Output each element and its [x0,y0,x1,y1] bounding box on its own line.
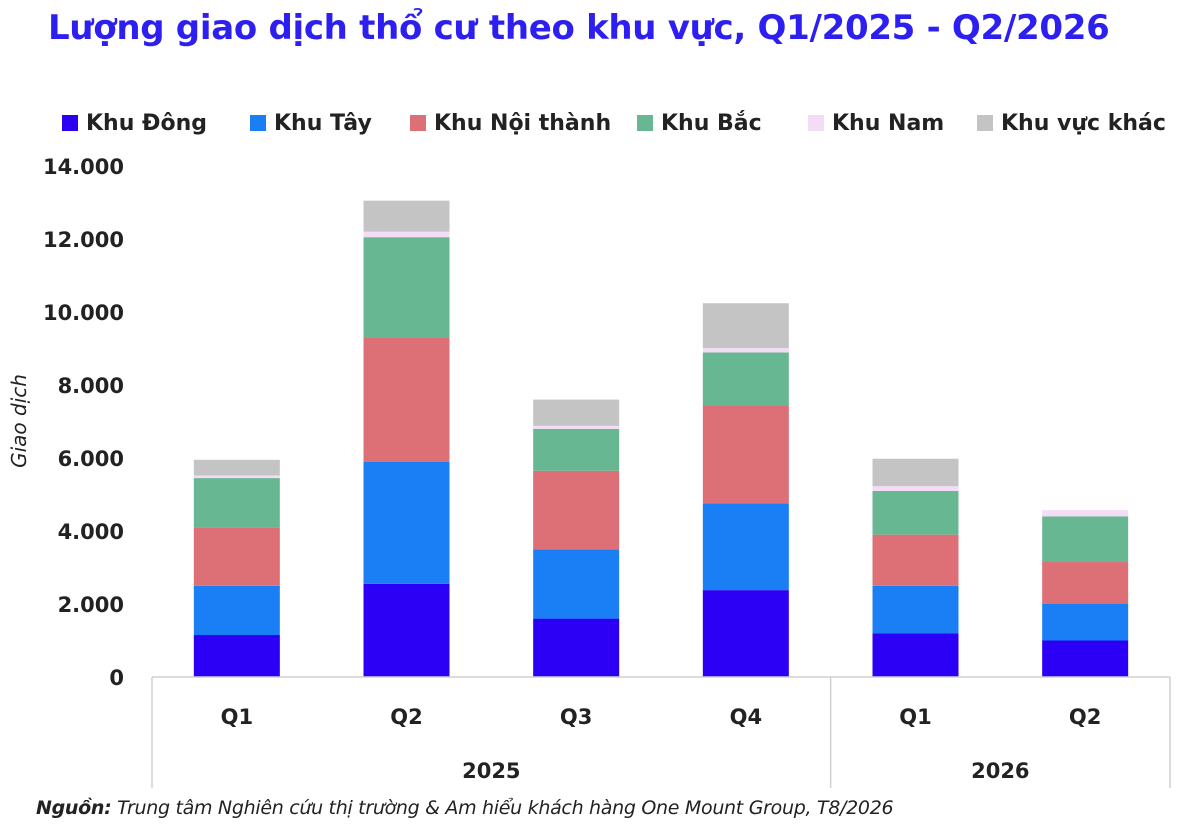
bar-segment [363,337,450,462]
y-tick-label: 2.000 [58,593,124,617]
bar-segment [872,585,959,634]
y-tick-label: 14.000 [43,155,124,179]
bar-segment [533,428,620,471]
y-tick-label: 8.000 [58,374,124,398]
bar-segment [193,475,280,479]
bar-segment [1042,604,1129,641]
x-tick-label: Q2 [390,705,422,729]
x-tick-label: Q3 [560,705,592,729]
legend-item: Khu Nội thành [410,105,611,141]
bar-segment [872,490,959,535]
bar-segment [533,470,620,550]
legend-swatch [250,115,266,131]
y-axis-label: Giao dịch [7,374,31,468]
bar-segment [193,478,280,528]
y-tick-label: 6.000 [58,447,124,471]
bar-segment [533,549,620,619]
legend-item: Khu Đông [62,105,207,141]
legend-item: Khu Tây [250,105,372,141]
bar-segment [872,633,959,677]
bar-segment [363,231,450,238]
bar-segment [363,237,450,338]
y-tick-label: 10.000 [43,301,124,325]
bar-segment [872,534,959,586]
bar-segment [193,635,280,677]
bar-segment [702,503,789,591]
legend-label: Khu vực khác [1001,110,1166,136]
y-tick-label: 4.000 [58,520,124,544]
bar-segment [363,583,450,677]
bar-segment [193,459,280,476]
legend-swatch [62,115,78,131]
legend-swatch [808,115,824,131]
bar-segment [872,458,959,487]
bar-segment [872,486,959,491]
bar-segment [702,348,789,353]
bar-segment [193,527,280,586]
x-tick-label: Q1 [899,705,931,729]
bar-segment [533,399,620,426]
bar-segment [533,618,620,677]
bar-segment [193,585,280,636]
bar-segment [1042,562,1129,604]
bar-segment [702,303,789,349]
bar-segment [1042,510,1129,517]
legend-item: Khu Bắc [637,105,762,141]
bar-segment [363,200,450,232]
legend-label: Khu Bắc [661,110,762,136]
legend-label: Khu Nội thành [434,110,612,136]
legend-swatch [977,115,993,131]
x-group-label: 2025 [462,759,520,783]
legend-item: Khu vực khác [977,105,1166,141]
source-note: Nguồn: Trung tâm Nghiên cứu thị trường &… [36,797,894,819]
bar-segment [1042,516,1129,563]
x-tick-label: Q4 [730,705,762,729]
bar-segment [363,461,450,584]
chart-title: Lượng giao dịch thổ cư theo khu vực, Q1/… [48,8,1110,48]
source-text: Trung tâm Nghiên cứu thị trường & Am hiể… [117,797,894,819]
legend-label: Khu Tây [274,110,372,136]
x-tick-label: Q2 [1069,705,1101,729]
legend-label: Khu Nam [832,110,945,136]
legend-swatch [637,115,653,131]
x-group-label: 2026 [971,759,1029,783]
chart-legend: Khu Đông Khu Tây Khu Nội thành Khu Bắc Khu N… [0,105,1200,141]
y-tick-label: 12.000 [43,228,124,252]
bar-segment [1042,640,1129,677]
bar-segment [702,352,789,406]
legend-swatch [410,115,426,131]
bar-segment [533,425,620,429]
bar-segment [702,590,789,677]
legend-item: Khu Nam [808,105,944,141]
bar-segment [702,405,789,504]
legend-label: Khu Đông [86,110,207,136]
x-tick-label: Q1 [221,705,253,729]
y-tick-label: 0 [109,666,124,690]
source-label: Nguồn: [36,797,112,819]
